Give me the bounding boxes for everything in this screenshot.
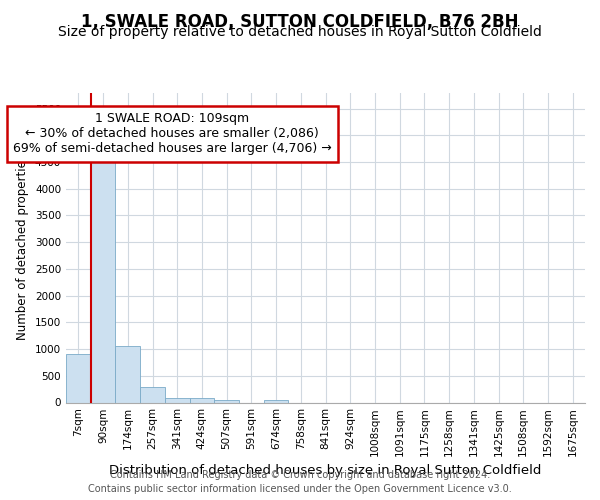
Bar <box>214 400 239 402</box>
Bar <box>190 398 214 402</box>
Bar <box>91 156 115 402</box>
X-axis label: Distribution of detached houses by size in Royal Sutton Coldfield: Distribution of detached houses by size … <box>109 464 542 477</box>
Bar <box>66 354 91 403</box>
Text: Size of property relative to detached houses in Royal Sutton Coldfield: Size of property relative to detached ho… <box>58 25 542 39</box>
Text: 1, SWALE ROAD, SUTTON COLDFIELD, B76 2BH: 1, SWALE ROAD, SUTTON COLDFIELD, B76 2BH <box>81 12 519 30</box>
Text: Contains public sector information licensed under the Open Government Licence v3: Contains public sector information licen… <box>88 484 512 494</box>
Text: Contains HM Land Registry data © Crown copyright and database right 2024.: Contains HM Land Registry data © Crown c… <box>110 470 490 480</box>
Y-axis label: Number of detached properties: Number of detached properties <box>16 154 29 340</box>
Bar <box>115 346 140 403</box>
Text: 1 SWALE ROAD: 109sqm
← 30% of detached houses are smaller (2,086)
69% of semi-de: 1 SWALE ROAD: 109sqm ← 30% of detached h… <box>13 112 332 156</box>
Bar <box>165 398 190 402</box>
Bar <box>264 400 289 402</box>
Bar <box>140 387 165 402</box>
